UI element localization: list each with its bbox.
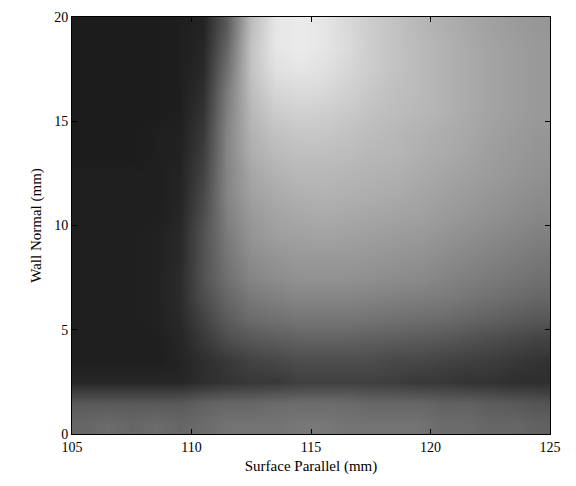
svg-text:110: 110 [181,440,201,455]
svg-text:125: 125 [540,440,561,455]
svg-text:15: 15 [54,114,68,129]
svg-text:120: 120 [420,440,441,455]
svg-text:0: 0 [61,427,68,442]
svg-text:115: 115 [301,440,321,455]
svg-text:10: 10 [54,218,68,233]
svg-text:20: 20 [54,10,68,25]
svg-text:105: 105 [62,440,83,455]
svg-text:Wall Normal (mm): Wall Normal (mm) [28,168,45,283]
svg-text:Surface Parallel (mm): Surface Parallel (mm) [245,458,377,475]
svg-text:5: 5 [61,323,68,338]
